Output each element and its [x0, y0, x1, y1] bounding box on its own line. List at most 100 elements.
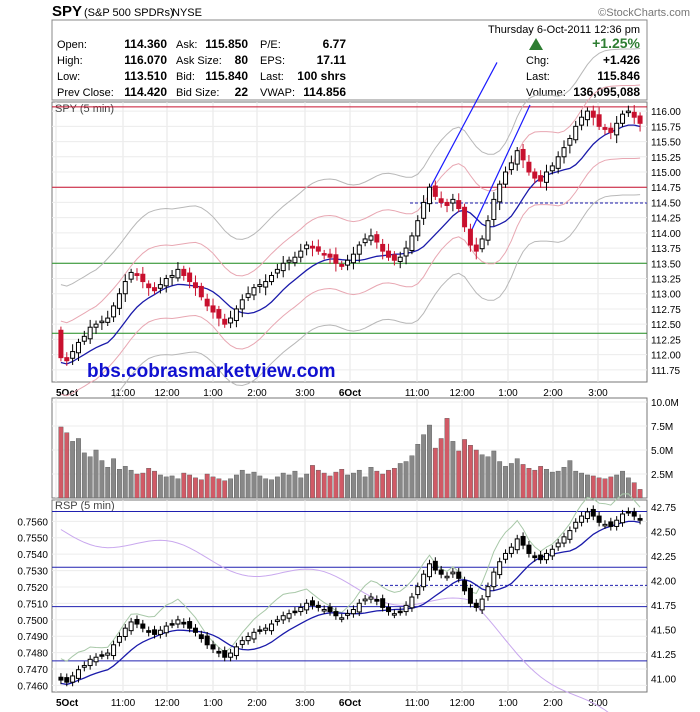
rsp-candle — [573, 521, 579, 529]
volume-bar — [608, 476, 614, 499]
volume-bar — [368, 467, 374, 499]
volume-bar — [163, 476, 169, 499]
price-candle — [625, 110, 631, 114]
symbol-name: (S&P 500 SPDRs) — [84, 7, 174, 19]
volume-bar — [304, 473, 310, 499]
rsp-candle — [526, 544, 532, 554]
volume-bar — [58, 426, 64, 499]
price-candle — [228, 317, 234, 324]
volume-bar — [99, 460, 105, 499]
volume-bar — [596, 477, 602, 499]
volume-bar — [286, 474, 292, 499]
volume-bar — [292, 470, 298, 499]
price-candle — [374, 234, 380, 243]
rsp-candle — [555, 542, 561, 548]
price-candle — [134, 273, 140, 276]
price-y-tick: 113.50 — [651, 259, 681, 270]
price-candle — [204, 298, 210, 307]
rsp-candle — [374, 598, 380, 602]
upper-envelope-inner — [60, 84, 641, 324]
rsp-candle — [134, 618, 140, 625]
volume-bar — [169, 475, 175, 499]
quote-value: 114.420 — [124, 85, 167, 99]
volume-bar — [134, 473, 140, 499]
rsp-candle — [93, 656, 99, 663]
volume-bar — [362, 476, 368, 499]
price-x-tick: 11:00 — [405, 388, 430, 399]
price-candle — [146, 283, 152, 289]
quote-fields: Open: 114.360 Ask: 115.850 P/E: 6.77 High: 116.… — [57, 37, 640, 99]
rsp-candle — [438, 569, 444, 575]
price-candle — [590, 110, 596, 118]
volume-bar — [462, 439, 467, 499]
rsp-candle — [128, 621, 134, 632]
brand-logo: ©StockCharts.com — [598, 7, 690, 19]
price-y-tick: 114.00 — [651, 229, 681, 240]
price-x-tick: 3:00 — [588, 388, 608, 399]
price-y-tick: 115.50 — [651, 138, 681, 149]
rsp-candle — [432, 560, 438, 571]
price-y-tick: 115.25 — [651, 153, 681, 164]
rsp-candle — [345, 613, 351, 616]
volume-bar — [310, 465, 315, 499]
volume-bar — [257, 475, 263, 499]
rsp-candle — [549, 548, 555, 557]
rsp-candle — [403, 604, 409, 613]
rsp-candle — [298, 606, 304, 613]
lower-envelope-outer — [60, 194, 641, 433]
upper-envelope-outer — [60, 48, 641, 287]
rsp-candle — [122, 627, 128, 637]
price-candle — [111, 305, 117, 318]
volume-bar — [140, 472, 146, 499]
price-candle — [567, 138, 573, 146]
price-candle — [467, 228, 473, 246]
volume-bar — [216, 478, 222, 499]
rsp-x-tick: 11:00 — [405, 698, 430, 709]
rsp-candle — [391, 613, 397, 616]
price-candle — [473, 244, 479, 252]
rsp-y2-tick: 41.50 — [651, 625, 676, 636]
price-candle — [321, 253, 327, 256]
rsp-x-tick: 1:00 — [498, 698, 518, 709]
volume-bar — [485, 456, 491, 499]
volume-bar — [567, 460, 573, 499]
volume-bar — [409, 455, 415, 499]
volume-bar — [157, 474, 163, 499]
price-candle — [222, 318, 228, 325]
price-candle — [175, 268, 181, 279]
volume-bar — [620, 470, 625, 499]
lower-envelope-inner — [60, 157, 641, 397]
volume-bar — [497, 461, 503, 499]
rsp-candle — [327, 606, 333, 613]
rsp-y-tick: 0.7510 — [17, 599, 48, 610]
quote-value: 80 — [235, 53, 249, 67]
volume-bar — [269, 479, 274, 499]
volume-bar — [555, 470, 561, 499]
rsp-candle — [70, 675, 76, 683]
price-candle — [105, 317, 111, 323]
volume-bar — [181, 472, 187, 499]
price-x-tick: 1:00 — [498, 388, 518, 399]
volume-bar — [468, 445, 473, 499]
quote-label: Bid: — [176, 71, 195, 83]
rsp-candle — [362, 598, 368, 602]
rsp-y-tick: 0.7500 — [17, 616, 48, 627]
rsp-candle — [532, 555, 538, 559]
volume-bar — [625, 477, 631, 499]
rsp-y-tick: 0.7490 — [17, 632, 48, 643]
volume-bar — [602, 478, 608, 499]
rsp-candle — [473, 602, 479, 608]
price-candle — [532, 171, 538, 179]
price-y-tick: 112.00 — [651, 351, 681, 362]
rsp-candle — [456, 571, 462, 579]
price-x-tick: 5Oct — [56, 388, 79, 399]
rsp-candle — [269, 623, 275, 632]
price-candle — [555, 156, 561, 169]
price-candle — [573, 125, 579, 141]
rsp-x-tick: 1:00 — [203, 698, 223, 709]
rsp-x-tick: 6Oct — [339, 698, 362, 709]
price-candle — [304, 244, 310, 250]
volume-bar — [520, 464, 526, 499]
quote-label: Bid Size: — [176, 87, 219, 99]
